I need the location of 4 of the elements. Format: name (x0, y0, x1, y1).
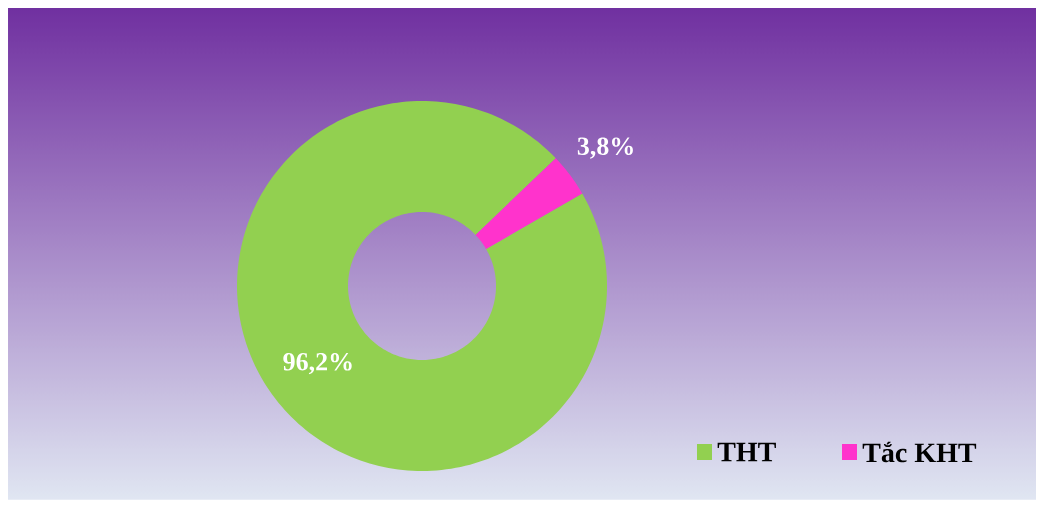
legend-label: Tắc KHT (862, 441, 977, 463)
legend-label: THT (717, 442, 776, 462)
data-label: 96,2% (283, 352, 352, 375)
data-label: 3,8% (577, 137, 633, 159)
